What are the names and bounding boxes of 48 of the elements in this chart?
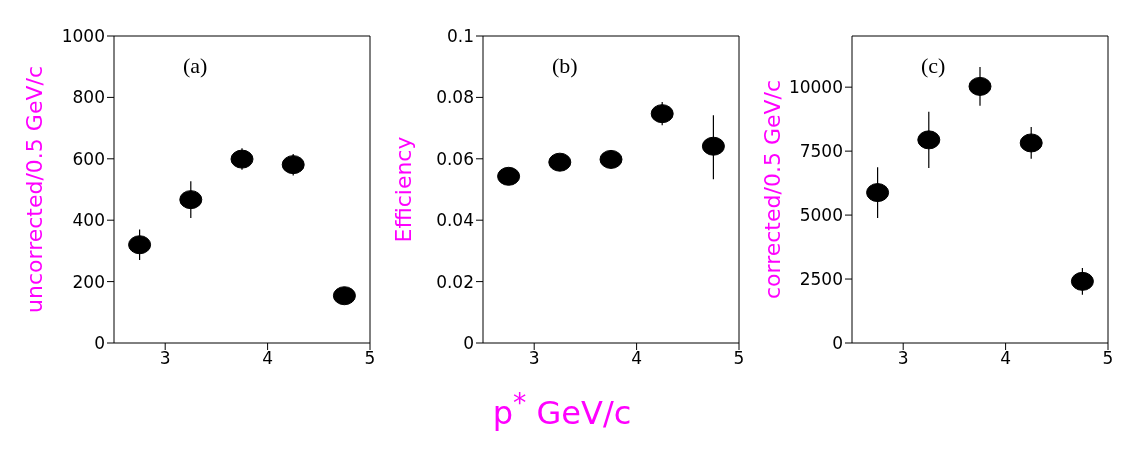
y-axis-title: Efficiency [390,136,416,243]
y-tick-label: 2500 [799,269,843,290]
y-tick-label: 0.1 [446,26,474,47]
y-tick-label: 600 [72,148,105,169]
x-tick-label: 5 [733,348,745,369]
x-tick-label: 4 [262,348,274,369]
annotation: (b) [552,53,578,79]
y-tick-label: 400 [72,210,105,231]
point [128,235,152,255]
y-tick-label: 5000 [799,205,843,226]
y-tick-label: 7500 [799,141,843,162]
y-axis-title: uncorrected/0.5 GeV/c [21,66,47,313]
annotation: (a) [183,53,208,79]
x-tick-label: 4 [631,348,643,369]
point [1019,133,1043,153]
point [281,155,305,175]
y-tick-label: 0 [94,333,105,354]
point [230,149,254,169]
x-tick-label: 5 [1102,348,1114,369]
y-tick-label: 1000 [61,26,105,47]
y-tick-label: 0.08 [436,87,474,108]
point [866,183,890,203]
y-axis-title: corrected/0.5 GeV/c [759,79,785,300]
y-tick-label: 800 [72,87,105,108]
point [179,190,203,210]
x-tick-label: 4 [1000,348,1012,369]
y-tick-label: 10000 [788,77,843,98]
x-tick-label: 5 [364,348,376,369]
x-tick-label: 3 [528,348,540,369]
point [1070,271,1094,291]
point [701,136,725,156]
point [968,76,992,96]
point [599,149,623,169]
x-axis-title: p$^{*}$ GeV/c [491,387,633,432]
y-tick-label: 200 [72,271,105,292]
x-tick-label: 3 [897,348,909,369]
point [497,166,521,186]
point [548,152,572,172]
point [332,286,356,306]
y-tick-label: 0 [832,333,843,354]
x-tick-label: 3 [159,348,171,369]
y-tick-label: 0 [463,333,474,354]
point [650,104,674,124]
y-tick-label: 0.04 [436,210,474,231]
y-tick-label: 0.06 [436,148,474,169]
y-tick-label: 0.02 [436,271,474,292]
annotation: (c) [921,53,946,79]
point [917,130,941,150]
